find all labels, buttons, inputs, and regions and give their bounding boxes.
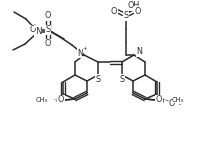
- Text: S: S: [119, 75, 125, 83]
- Text: -: -: [164, 97, 166, 103]
- Text: S: S: [45, 25, 51, 35]
- Text: N: N: [136, 48, 142, 56]
- Text: S: S: [95, 75, 101, 83]
- Text: O: O: [156, 96, 162, 104]
- Text: -: -: [166, 97, 168, 106]
- Text: N: N: [77, 48, 83, 58]
- Text: O: O: [58, 96, 64, 104]
- Text: -: -: [34, 23, 36, 28]
- Text: O: O: [135, 7, 141, 15]
- Text: +: +: [83, 46, 87, 52]
- Text: O: O: [158, 97, 164, 106]
- Text: CH₃: CH₃: [36, 97, 48, 103]
- Text: O: O: [56, 97, 62, 106]
- Text: S: S: [123, 11, 129, 21]
- Text: CH₃: CH₃: [172, 97, 184, 103]
- Text: O: O: [30, 25, 36, 35]
- Text: O: O: [169, 100, 175, 108]
- Text: -: -: [179, 101, 181, 107]
- Text: O: O: [45, 39, 51, 48]
- Text: -: -: [54, 97, 56, 103]
- Text: O: O: [111, 7, 117, 15]
- Text: OH: OH: [128, 1, 140, 10]
- Text: O: O: [45, 11, 51, 21]
- Text: N: N: [35, 28, 41, 37]
